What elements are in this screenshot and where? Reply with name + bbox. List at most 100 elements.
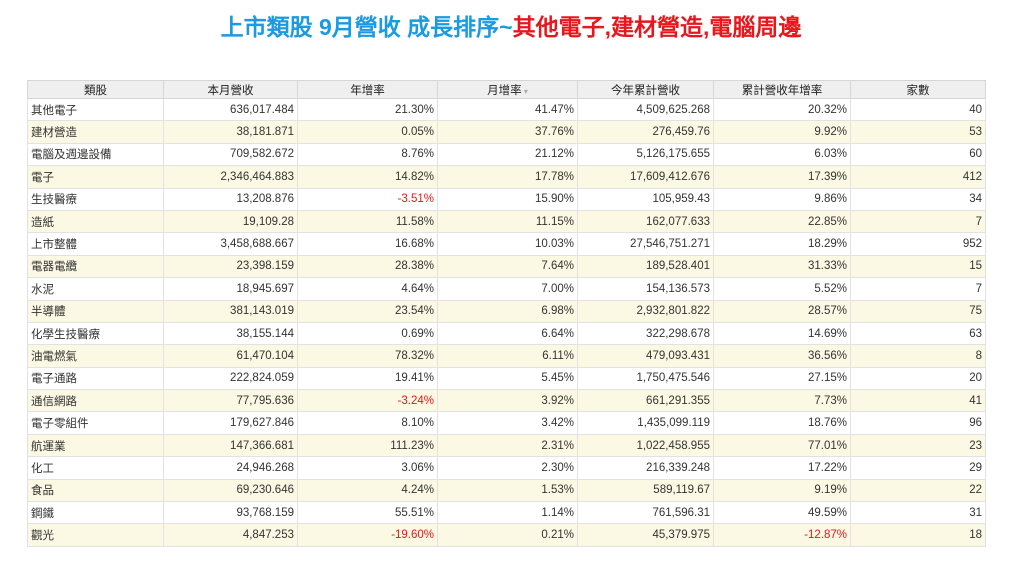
table-cell: 17.78% bbox=[437, 165, 578, 189]
table-row: 化學生技醫療 38,155.144 0.69% 6.64% 322,298.678 14.… bbox=[27, 321, 986, 346]
table-cell: 10.03% bbox=[437, 232, 578, 256]
table-cell: 111.23% bbox=[297, 433, 438, 458]
table-cell: 589,119.67 bbox=[577, 478, 714, 503]
table-cell: 4,509,625.268 bbox=[577, 97, 714, 122]
table-cell: 6.03% bbox=[713, 142, 851, 167]
column-header-text: 家數 bbox=[906, 84, 930, 97]
table-cell: 479,093.431 bbox=[577, 344, 714, 368]
table-cell: -3.51% bbox=[297, 187, 438, 211]
table-cell: 3.92% bbox=[437, 389, 578, 413]
table-cell: 1,750,475.546 bbox=[577, 366, 714, 391]
column-header[interactable]: 月增率 ▾ bbox=[437, 80, 578, 99]
table-cell: 電腦及週邊設備 bbox=[27, 142, 164, 167]
table-cell: 2,346,464.883 bbox=[163, 165, 298, 189]
table-cell: 5,126,175.655 bbox=[577, 142, 714, 167]
table-row: 電子 2,346,464.883 14.82% 17.78% 17,609,412.67… bbox=[27, 165, 986, 189]
table-cell: 2,932,801.822 bbox=[577, 299, 714, 323]
column-header[interactable]: 家數 bbox=[850, 80, 986, 99]
table-cell: 化學生技醫療 bbox=[27, 321, 164, 346]
table-cell: 3,458,688.667 bbox=[163, 232, 298, 256]
table-cell: 化工 bbox=[27, 456, 164, 480]
table-cell: 6.11% bbox=[437, 344, 578, 368]
table-cell: 18 bbox=[850, 523, 986, 547]
table-row: 水泥 18,945.697 4.64% 7.00% 154,136.573 5.52% 7 bbox=[27, 277, 986, 301]
table-cell: 15 bbox=[850, 254, 986, 279]
table-cell: 7.00% bbox=[437, 277, 578, 301]
table-cell: 11.58% bbox=[297, 209, 438, 234]
table-cell: 709,582.672 bbox=[163, 142, 298, 167]
table-cell: 23 bbox=[850, 433, 986, 458]
table-cell: 0.21% bbox=[437, 523, 578, 547]
table-cell: 9.92% bbox=[713, 120, 851, 144]
column-header[interactable]: 累計營收年增率 bbox=[713, 80, 851, 99]
table-cell: 29 bbox=[850, 456, 986, 480]
table-cell: 45,379.975 bbox=[577, 523, 714, 547]
table-cell: 24,946.268 bbox=[163, 456, 298, 480]
table-cell: 9.86% bbox=[713, 187, 851, 211]
table-cell: 電子零組件 bbox=[27, 411, 164, 435]
table-cell: 1,022,458.955 bbox=[577, 433, 714, 458]
table-cell: 17,609,412.676 bbox=[577, 165, 714, 189]
table-cell: -3.24% bbox=[297, 389, 438, 413]
table-cell: 77.01% bbox=[713, 433, 851, 458]
table-cell: 55.51% bbox=[297, 501, 438, 525]
table-cell: 8.10% bbox=[297, 411, 438, 435]
table-cell: 6.98% bbox=[437, 299, 578, 323]
column-header-text: 累計營收年增率 bbox=[741, 84, 823, 97]
table-cell: 37.76% bbox=[437, 120, 578, 144]
table-cell: 636,017.484 bbox=[163, 97, 298, 122]
table-cell: 8 bbox=[850, 344, 986, 368]
table-cell: 水泥 bbox=[27, 277, 164, 301]
column-header-text: 月增率 bbox=[487, 84, 522, 97]
table-cell: 1.14% bbox=[437, 501, 578, 525]
table-cell: 9.19% bbox=[713, 478, 851, 503]
table-cell: 上市整體 bbox=[27, 232, 164, 256]
title-lead: 上市類股 9月營收 成長排序~ bbox=[220, 14, 513, 40]
table-cell: 216,339.248 bbox=[577, 456, 714, 480]
table-cell: 油電燃氣 bbox=[27, 344, 164, 368]
table-cell: 761,596.31 bbox=[577, 501, 714, 525]
table-cell: 4.24% bbox=[297, 478, 438, 503]
table-cell: 生技醫療 bbox=[27, 187, 164, 211]
table-cell: 31.33% bbox=[713, 254, 851, 279]
table-cell: 電器電纜 bbox=[27, 254, 164, 279]
table-cell: 28.57% bbox=[713, 299, 851, 323]
table-cell: 49.59% bbox=[713, 501, 851, 525]
column-header[interactable]: 本月營收 bbox=[163, 80, 298, 99]
column-header[interactable]: 今年累計營收 bbox=[577, 80, 714, 99]
table-cell: 5.45% bbox=[437, 366, 578, 391]
table-cell: 0.69% bbox=[297, 321, 438, 346]
table-cell: 7.73% bbox=[713, 389, 851, 413]
table-cell: 53 bbox=[850, 120, 986, 144]
table-cell: 27,546,751.271 bbox=[577, 232, 714, 256]
table-cell: 661,291.355 bbox=[577, 389, 714, 413]
table-row: 航運業 147,366.681 111.23% 2.31% 1,022,458.955 7… bbox=[27, 433, 986, 458]
table-cell: 18.29% bbox=[713, 232, 851, 256]
table-cell: 23.54% bbox=[297, 299, 438, 323]
table-cell: 19,109.28 bbox=[163, 209, 298, 234]
table-cell: 38,181.871 bbox=[163, 120, 298, 144]
table-cell: 63 bbox=[850, 321, 986, 346]
table-cell: 14.69% bbox=[713, 321, 851, 346]
table-cell: 36.56% bbox=[713, 344, 851, 368]
table-cell: 其他電子 bbox=[27, 97, 164, 122]
table-cell: 38,155.144 bbox=[163, 321, 298, 346]
table-cell: 18,945.697 bbox=[163, 277, 298, 301]
table-cell: 381,143.019 bbox=[163, 299, 298, 323]
column-header[interactable]: 類股 bbox=[27, 80, 164, 99]
table-cell: 17.22% bbox=[713, 456, 851, 480]
table-row: 半導體 381,143.019 23.54% 6.98% 2,932,801.822 28… bbox=[27, 299, 986, 323]
table-cell: 41.47% bbox=[437, 97, 578, 122]
table-cell: 16.68% bbox=[297, 232, 438, 256]
table-cell: 147,366.681 bbox=[163, 433, 298, 458]
revenue-table: 類股 本月營收 年增率 月增率 ▾ 今年累計營收 累計營收年增率 家數 其他電子 636,01… bbox=[27, 80, 986, 547]
table-row: 觀光 4,847.253 -19.60% 0.21% 45,379.975 -12.87%… bbox=[27, 523, 986, 547]
column-header[interactable]: 年增率 bbox=[297, 80, 438, 99]
table-cell: 造紙 bbox=[27, 209, 164, 234]
table-cell: 40 bbox=[850, 97, 986, 122]
table-cell: 162,077.633 bbox=[577, 209, 714, 234]
table-cell: 5.52% bbox=[713, 277, 851, 301]
table-cell: 20 bbox=[850, 366, 986, 391]
table-cell: 電子 bbox=[27, 165, 164, 189]
